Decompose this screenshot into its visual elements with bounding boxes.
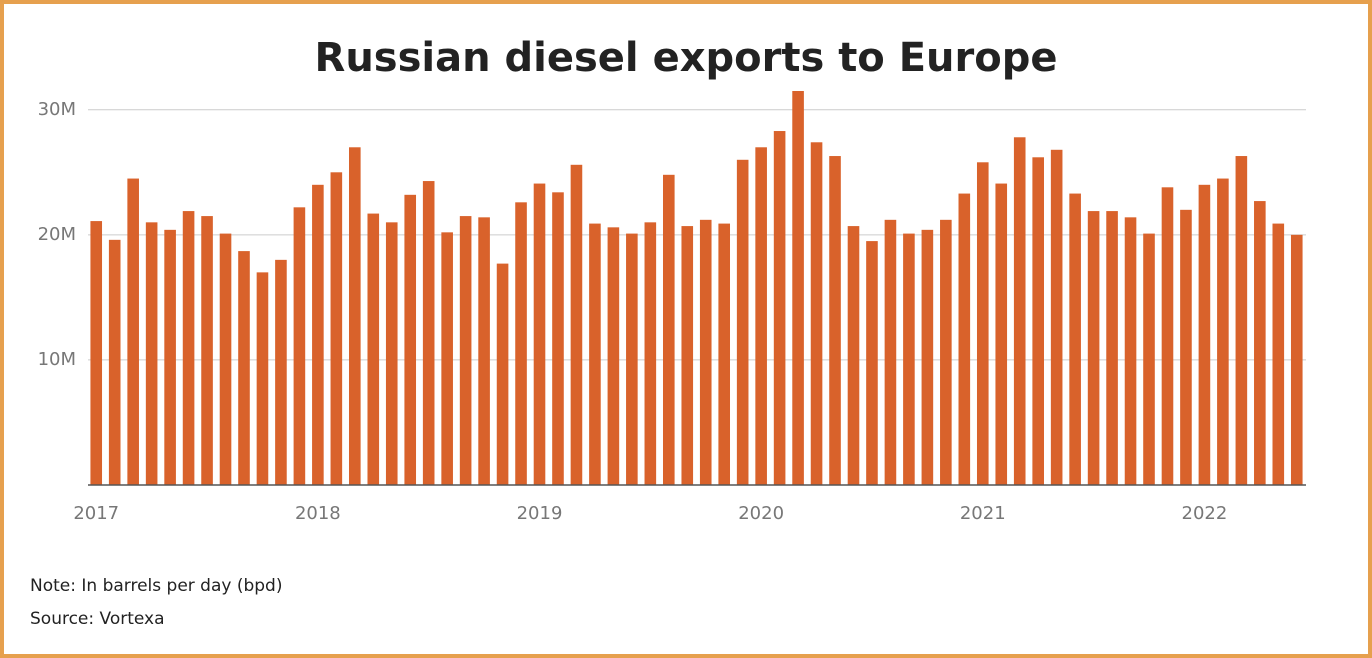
bar <box>459 216 472 486</box>
bar <box>385 222 398 486</box>
bar <box>1254 201 1266 486</box>
bar <box>1235 156 1248 486</box>
bar <box>127 178 139 486</box>
bar <box>422 181 435 486</box>
bar <box>515 202 527 486</box>
bar <box>1013 137 1026 485</box>
bar <box>995 183 1008 486</box>
bar <box>238 251 250 485</box>
bar <box>1032 157 1044 486</box>
bar <box>921 229 934 485</box>
bar <box>1290 234 1303 485</box>
bar <box>1050 149 1063 486</box>
bar <box>589 223 601 486</box>
bar <box>1161 187 1174 486</box>
bar <box>792 91 804 485</box>
bar <box>829 156 841 486</box>
bar <box>1124 217 1137 486</box>
bar <box>884 219 897 486</box>
bar <box>847 226 860 486</box>
bar <box>478 217 490 486</box>
bar <box>644 222 657 486</box>
bar <box>441 232 453 485</box>
bar <box>201 216 213 486</box>
bar <box>810 142 823 486</box>
bar <box>1180 209 1192 486</box>
bar <box>90 221 103 486</box>
y-tick-label: 20M <box>38 224 76 245</box>
bar <box>330 172 343 486</box>
bar <box>1143 233 1155 485</box>
bar <box>958 193 971 486</box>
bar <box>1217 178 1229 486</box>
x-tick-label: 2021 <box>960 503 1006 524</box>
bar <box>1106 211 1118 486</box>
x-tick-label: 2018 <box>295 503 341 524</box>
bar <box>552 192 564 486</box>
bar <box>182 211 195 486</box>
bar <box>570 164 583 486</box>
bar <box>533 183 546 486</box>
x-tick-label: 2020 <box>738 503 784 524</box>
bar <box>681 226 694 486</box>
bar <box>903 233 915 485</box>
y-tick-label: 30M <box>38 99 76 120</box>
note: Note: In barrels per day (bpd) <box>30 576 282 596</box>
bar <box>293 207 306 486</box>
y-tick-label: 10M <box>38 349 76 370</box>
bar <box>164 229 176 485</box>
bar <box>1069 193 1081 486</box>
bar <box>773 131 786 485</box>
bar <box>866 241 878 485</box>
bar <box>1198 184 1211 486</box>
bar <box>699 219 712 486</box>
bar <box>1272 223 1285 486</box>
bar <box>496 263 509 485</box>
bar <box>662 174 675 486</box>
bar <box>1087 211 1100 486</box>
bar <box>256 272 269 485</box>
x-tick-label: 2022 <box>1182 503 1228 524</box>
bar <box>404 194 417 486</box>
bar <box>755 147 767 486</box>
bar <box>349 147 361 486</box>
bar <box>940 219 952 486</box>
chart-title: Russian diesel exports to Europe <box>315 35 1058 81</box>
bar <box>219 233 232 485</box>
bar <box>736 159 749 486</box>
bar <box>312 184 324 486</box>
bar <box>145 222 158 486</box>
bar <box>718 223 731 486</box>
bar <box>607 227 620 486</box>
bar <box>976 162 989 486</box>
bar <box>367 213 380 486</box>
source: Source: Vortexa <box>30 609 165 629</box>
bar <box>108 239 121 485</box>
bar <box>626 233 638 485</box>
x-tick-label: 2017 <box>73 503 119 524</box>
bar <box>275 259 287 485</box>
x-tick-label: 2019 <box>517 503 563 524</box>
